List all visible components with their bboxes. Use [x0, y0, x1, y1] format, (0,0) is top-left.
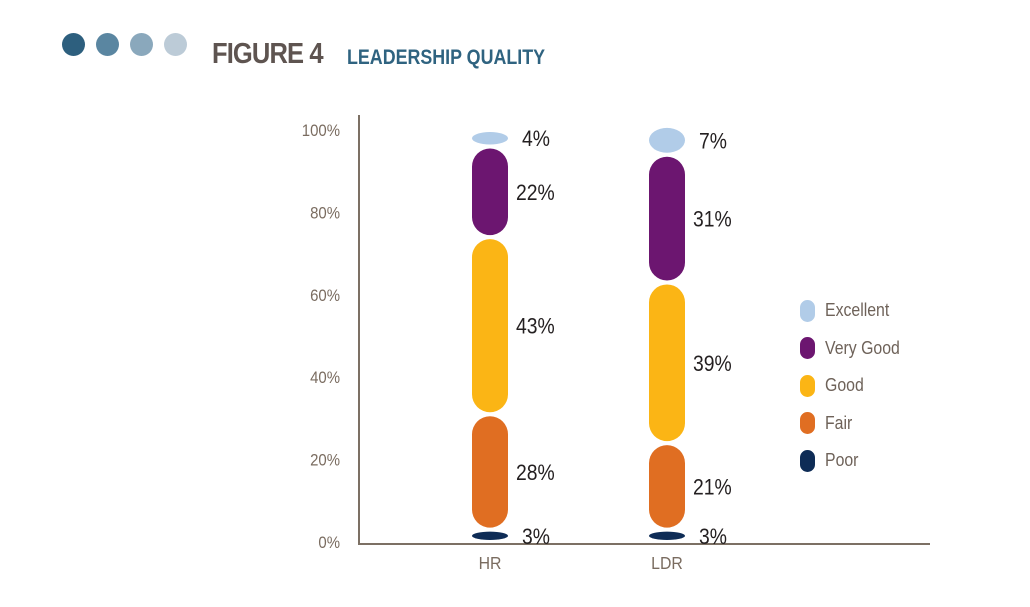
dot-3	[130, 33, 153, 56]
data-label: 28%	[516, 461, 555, 485]
bar-segment-hr-very-good	[472, 148, 508, 236]
legend-item: Very Good	[800, 330, 910, 368]
legend-item: Poor	[800, 442, 910, 480]
x-tick-label: LDR	[651, 553, 683, 573]
data-label: 21%	[693, 475, 732, 499]
dot-2	[96, 33, 119, 56]
data-label: 39%	[693, 352, 732, 376]
legend-label: Good	[825, 375, 864, 396]
y-tick-label: 0%	[318, 534, 340, 552]
bar-segment-hr-poor	[472, 531, 508, 540]
legend-swatch	[800, 449, 815, 472]
data-label: 31%	[693, 207, 732, 231]
legend-swatch	[800, 374, 815, 397]
y-tick-label: 40%	[310, 369, 340, 387]
legend-swatch	[800, 299, 815, 322]
y-tick-label: 100%	[302, 122, 340, 140]
bar-segment-ldr-very-good	[649, 156, 685, 281]
bar-segment-ldr-good	[649, 284, 685, 442]
legend-item: Excellent	[800, 292, 910, 330]
bar-segment-hr-fair	[472, 416, 508, 528]
x-tick-label: HR	[479, 553, 502, 573]
data-label: 3%	[699, 525, 727, 549]
data-label: 3%	[522, 525, 550, 549]
data-label: 4%	[522, 127, 550, 151]
bar-segment-ldr-fair	[649, 445, 685, 528]
y-tick-label: 60%	[310, 287, 340, 305]
legend-item: Good	[800, 367, 910, 405]
data-label: 22%	[516, 181, 555, 205]
bar-segment-hr-excellent	[472, 132, 508, 145]
bar-segment-ldr-poor	[649, 531, 685, 540]
legend-label: Poor	[825, 450, 859, 471]
y-tick-label: 80%	[310, 205, 340, 223]
data-label: 7%	[699, 129, 727, 153]
legend-swatch	[800, 412, 815, 435]
legend-item: Fair	[800, 405, 910, 443]
figure-heading: FIGURE 4	[212, 38, 338, 71]
data-label: 43%	[516, 315, 555, 339]
legend-label: Very Good	[825, 337, 900, 358]
y-tick-label: 20%	[310, 452, 340, 470]
dot-1	[62, 33, 85, 56]
bar-segment-ldr-excellent	[649, 127, 685, 153]
decorative-dots	[62, 33, 187, 56]
legend-label: Excellent	[825, 300, 890, 321]
figure-title: LEADERSHIP QUALITY	[347, 46, 546, 69]
legend: Excellent Very Good Good Fair Poor	[800, 292, 910, 480]
dot-4	[164, 33, 187, 56]
bar-segment-hr-good	[472, 239, 508, 413]
legend-label: Fair	[825, 412, 853, 433]
figure-label: FIGURE 4	[212, 38, 324, 70]
legend-swatch	[800, 337, 815, 360]
